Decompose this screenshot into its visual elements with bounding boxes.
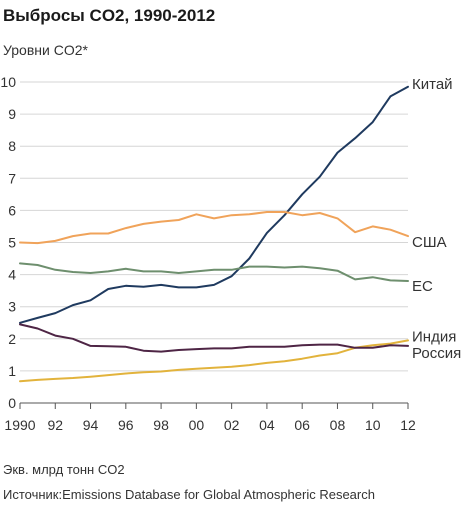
x-tick-label: 06 xyxy=(294,417,310,433)
series-line xyxy=(19,323,409,353)
y-tick-label: 7 xyxy=(8,170,16,186)
x-tick-label: 10 xyxy=(365,417,381,433)
series-label: Россия xyxy=(412,345,461,362)
series-lines xyxy=(19,85,409,383)
x-tick-label: 96 xyxy=(118,417,134,433)
x-tick-label: 98 xyxy=(153,417,169,433)
x-tick-label: 12 xyxy=(400,417,416,433)
y-tick-label: 4 xyxy=(8,267,16,283)
y-tick-label: 10 xyxy=(0,74,16,90)
x-tick-label: 04 xyxy=(259,417,275,433)
y-tick-label: 6 xyxy=(8,202,16,218)
series-line xyxy=(19,262,409,282)
y-tick-label: 0 xyxy=(8,395,16,411)
series-line xyxy=(19,85,409,324)
grid-lines xyxy=(20,81,408,404)
unit-note: Экв. млрд тонн CO2 xyxy=(3,462,125,477)
y-tick-label: 2 xyxy=(8,331,16,347)
source-note: Источник:Emissions Database for Global A… xyxy=(3,487,375,502)
x-tick-label: 92 xyxy=(47,417,63,433)
y-tick-label: 5 xyxy=(8,235,16,251)
x-tick-label: 00 xyxy=(189,417,205,433)
series-line xyxy=(19,339,409,383)
y-tick-label: 8 xyxy=(8,138,16,154)
series-label: Китай xyxy=(412,76,453,93)
series-label: Индия xyxy=(412,328,456,345)
y-tick-label: 3 xyxy=(8,299,16,315)
x-tick-label: 08 xyxy=(330,417,346,433)
series-line xyxy=(19,211,409,245)
x-tick-label: 1990 xyxy=(4,417,35,433)
series-label: ЕС xyxy=(412,278,433,295)
series-label: США xyxy=(412,234,447,251)
x-tick-label: 94 xyxy=(83,417,99,433)
chart-subtitle: Уровни CO2* xyxy=(3,42,88,58)
x-tick-label: 02 xyxy=(224,417,240,433)
chart-title: Выбросы CO2, 1990-2012 xyxy=(3,6,216,25)
y-tick-label: 9 xyxy=(8,106,16,122)
y-tick-label: 1 xyxy=(8,363,16,379)
